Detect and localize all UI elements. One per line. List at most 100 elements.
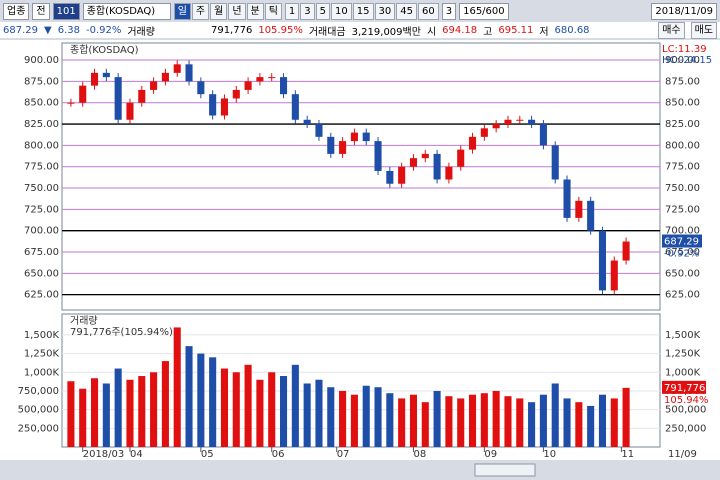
- open: 694.18: [442, 24, 478, 36]
- name[interactable]: 종합(KOSDAQ): [82, 2, 171, 20]
- candle: [220, 98, 229, 116]
- y-tick-label-right: 800.00: [665, 140, 700, 151]
- last-volume: 791,776: [664, 383, 705, 394]
- chart-area: 900.00 900.00 875.00 875.00 850.00 850.00 825.…: [0, 40, 720, 480]
- panel-subtitle: 791,776주(105.94%): [70, 327, 173, 338]
- lc: LC:11.39: [662, 44, 707, 55]
- sell[interactable]: 매도: [690, 21, 717, 39]
- group[interactable]: 업종: [3, 2, 30, 20]
- date[interactable]: 2018/11/09: [651, 2, 717, 20]
- volume-bar: [398, 398, 406, 447]
- info-bar: 687.29 ▼ 6.38 -0.92% 거래량 791,776 105.95%…: [0, 21, 720, 39]
- candle: [327, 136, 335, 154]
- volume-bar: [445, 396, 453, 447]
- candle: [539, 124, 547, 146]
- volume-bar: [291, 364, 299, 447]
- scrollbar[interactable]: [0, 460, 720, 480]
- period[interactable]: 주: [191, 2, 210, 20]
- y-tick-label: 1,500K: [24, 330, 60, 341]
- volume-bar: [90, 378, 99, 447]
- period[interactable]: 년: [228, 2, 246, 20]
- y-tick-label-right: 1,250K: [665, 349, 701, 360]
- volume-bar: [327, 387, 335, 447]
- code[interactable]: 101: [52, 2, 80, 20]
- candle: [150, 81, 158, 90]
- candle: [433, 153, 441, 180]
- volume-bar: [150, 372, 158, 447]
- candle: [421, 153, 429, 159]
- candle: [622, 241, 630, 261]
- candle: [362, 132, 370, 142]
- candle: [386, 170, 394, 184]
- volume-bar: [232, 372, 240, 447]
- candle: [315, 124, 323, 137]
- period[interactable]: 월: [210, 2, 228, 20]
- candle: [575, 200, 583, 218]
- period[interactable]: 일: [173, 2, 191, 20]
- low: 680.68: [554, 24, 590, 36]
- candle: [468, 136, 477, 150]
- interval[interactable]: 5: [315, 2, 331, 20]
- candle: [161, 72, 169, 82]
- candle: [516, 119, 524, 121]
- count[interactable]: 165/600: [459, 2, 509, 20]
- y-tick-label: 1,000K: [24, 367, 60, 378]
- candle: [209, 94, 217, 116]
- buy[interactable]: 매수: [658, 21, 685, 39]
- y-tick-label-right: 500,000: [665, 405, 706, 416]
- volume-bar: [610, 398, 618, 447]
- volume-bar: [303, 383, 311, 447]
- y-tick-label-right: 650.00: [665, 268, 700, 279]
- y-tick-label: 250,000: [18, 423, 59, 434]
- candle: [610, 260, 618, 291]
- volume-bar: [244, 364, 252, 447]
- scroll-thumb[interactable]: [474, 463, 536, 477]
- candle: [79, 85, 87, 103]
- volume-bar: [256, 379, 264, 447]
- volume-bar: [587, 405, 595, 447]
- interval[interactable]: 3: [300, 2, 315, 20]
- candle: [232, 89, 240, 99]
- x-tick-label: 06: [272, 449, 285, 460]
- y-tick-label: 750,000: [18, 386, 59, 397]
- y-tick-label: 725.00: [24, 204, 59, 215]
- candle: [504, 119, 512, 125]
- volume-bar: [67, 381, 75, 447]
- candle: [598, 230, 607, 291]
- interval[interactable]: 30: [374, 2, 396, 20]
- interval[interactable]: 10: [331, 2, 352, 20]
- market[interactable]: 전: [32, 2, 50, 20]
- y-tick-label: 800.00: [24, 140, 59, 151]
- y-tick-label-right: 875.00: [665, 76, 700, 87]
- candle: [197, 81, 205, 95]
- y-tick-label-right: 850.00: [665, 98, 700, 109]
- y-tick-label-right: 625.00: [665, 290, 700, 301]
- volume-bar: [374, 387, 382, 447]
- candle: [303, 119, 311, 125]
- interval[interactable]: 60: [417, 2, 439, 20]
- volume-bar: [173, 327, 181, 447]
- y-tick-label: 900.00: [24, 55, 59, 66]
- last-box: [662, 234, 702, 248]
- spin[interactable]: 3: [441, 2, 457, 20]
- candle: [492, 124, 500, 129]
- volume-bar: [185, 346, 193, 447]
- candle: [291, 94, 299, 120]
- interval[interactable]: 15: [352, 2, 374, 20]
- panel-title: 종합(KOSDAQ): [70, 44, 139, 56]
- candle: [114, 77, 122, 120]
- volume-bar: [315, 379, 323, 447]
- interval[interactable]: 45: [396, 2, 417, 20]
- x-tick-label: 11: [621, 449, 634, 460]
- price: 687.29: [3, 24, 38, 36]
- volume-bar: [114, 368, 122, 447]
- period[interactable]: 틱: [264, 2, 282, 20]
- open-label: 시: [426, 26, 437, 38]
- x-tick-label: 2018/03: [83, 449, 125, 460]
- interval[interactable]: 1: [284, 2, 300, 20]
- candle: [339, 141, 347, 154]
- period[interactable]: 분: [246, 2, 264, 20]
- y-tick-label-right: 1,500K: [665, 330, 701, 341]
- candle: [587, 200, 595, 231]
